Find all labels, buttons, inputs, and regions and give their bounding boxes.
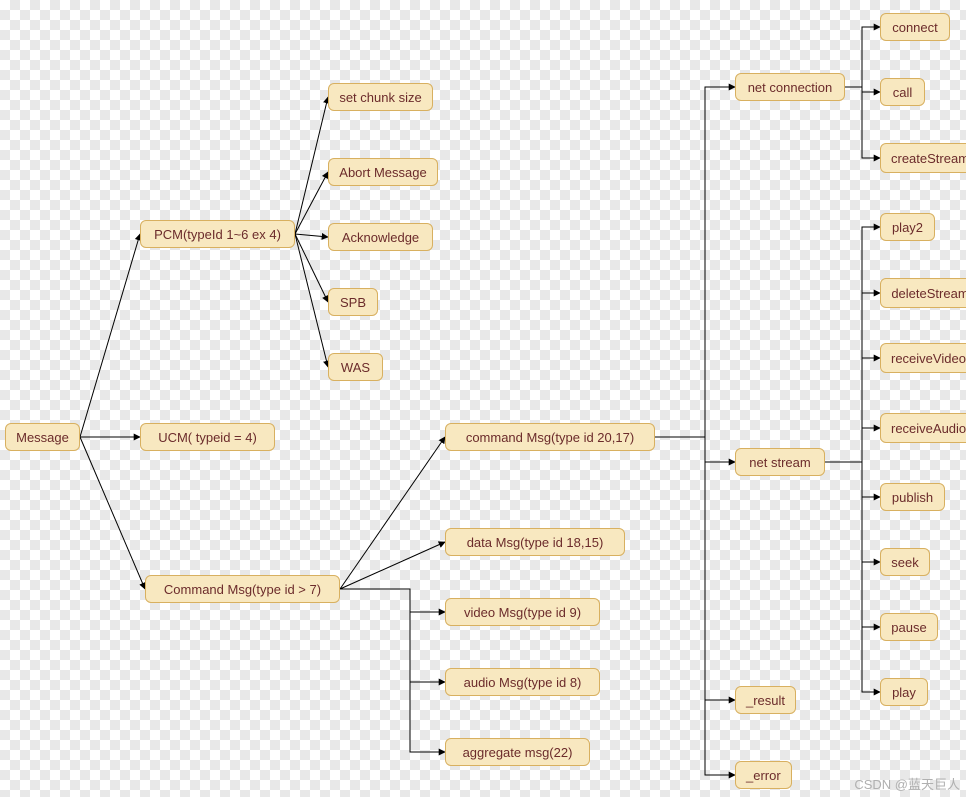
edge-command-result — [655, 437, 735, 700]
node-pause: pause — [880, 613, 938, 641]
edge-command-netstream — [655, 437, 735, 462]
edge-pcm-was — [295, 234, 328, 367]
node-error: _error — [735, 761, 792, 789]
edge-netconn-connect — [845, 27, 880, 87]
edge-pcm-ack — [295, 234, 328, 237]
edge-message-pcm — [80, 234, 140, 437]
node-message: Message — [5, 423, 80, 451]
edge-cmdmsg-command — [340, 437, 445, 589]
node-abort: Abort Message — [328, 158, 438, 186]
edge-netstream-publish — [825, 462, 880, 497]
node-netstream: net stream — [735, 448, 825, 476]
node-ack: Acknowledge — [328, 223, 433, 251]
edge-netstream-seek — [825, 462, 880, 562]
edge-netstream-pause — [825, 462, 880, 627]
node-play2: play2 — [880, 213, 935, 241]
node-connect: connect — [880, 13, 950, 41]
node-audiomsg: audio Msg(type id 8) — [445, 668, 600, 696]
node-result: _result — [735, 686, 796, 714]
edge-pcm-abort — [295, 172, 328, 234]
edge-netstream-deletestream — [825, 293, 880, 462]
node-createstream: createStream — [880, 143, 966, 173]
edge-command-error — [655, 437, 735, 775]
node-setchunk: set chunk size — [328, 83, 433, 111]
edge-command-netconn — [655, 87, 735, 437]
edge-cmdmsg-audiomsg — [340, 589, 445, 682]
node-receivevideo: receiveVideo — [880, 343, 966, 373]
node-receiveaudio: receiveAudio — [880, 413, 966, 443]
node-aggmsg: aggregate msg(22) — [445, 738, 590, 766]
node-seek: seek — [880, 548, 930, 576]
node-ucm: UCM( typeid = 4) — [140, 423, 275, 451]
watermark: CSDN @蓝天巨人 — [854, 774, 960, 793]
node-cmdmsg: Command Msg(type id > 7) — [145, 575, 340, 603]
node-play: play — [880, 678, 928, 706]
edge-netconn-createstream — [845, 87, 880, 158]
edge-cmdmsg-aggmsg — [340, 589, 445, 752]
edge-netstream-receivevideo — [825, 358, 880, 462]
node-videomsg: video Msg(type id 9) — [445, 598, 600, 626]
edge-netstream-receiveaudio — [825, 428, 880, 462]
node-spb: SPB — [328, 288, 378, 316]
node-pcm: PCM(typeId 1~6 ex 4) — [140, 220, 295, 248]
edge-cmdmsg-videomsg — [340, 589, 445, 612]
edge-pcm-setchunk — [295, 97, 328, 234]
edge-pcm-spb — [295, 234, 328, 302]
edge-netstream-play2 — [825, 227, 880, 462]
node-was: WAS — [328, 353, 383, 381]
node-datamsg: data Msg(type id 18,15) — [445, 528, 625, 556]
node-netconn: net connection — [735, 73, 845, 101]
node-publish: publish — [880, 483, 945, 511]
node-command: command Msg(type id 20,17) — [445, 423, 655, 451]
node-deletestream: deleteStream — [880, 278, 966, 308]
node-call: call — [880, 78, 925, 106]
edge-message-cmdmsg — [80, 437, 145, 589]
